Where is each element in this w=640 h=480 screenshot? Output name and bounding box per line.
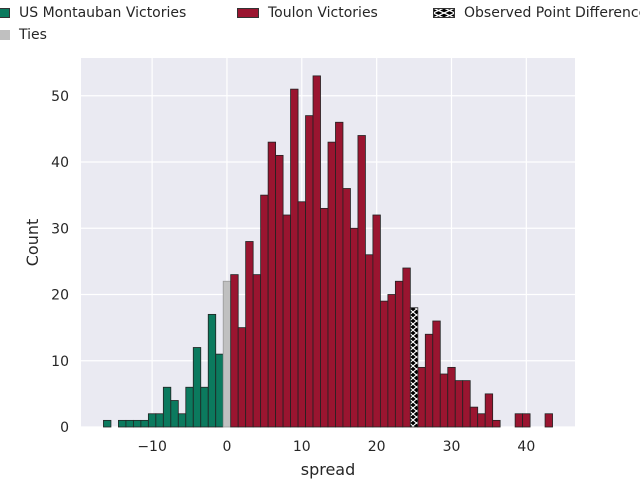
- y-tick-label: 40: [51, 155, 69, 171]
- y-tick-label: 0: [60, 420, 69, 436]
- bar-toulon: [327, 141, 336, 428]
- bar-us: [125, 419, 134, 428]
- bar-toulon: [245, 241, 254, 428]
- bar-us: [162, 386, 172, 428]
- legend-swatch-us: [0, 8, 10, 18]
- x-tick-label: −10: [137, 439, 167, 455]
- bar-toulon: [230, 274, 239, 428]
- bar-toulon: [492, 419, 501, 428]
- bar-toulon: [424, 333, 434, 428]
- y-axis-label: Count: [23, 219, 42, 267]
- bar-toulon: [522, 413, 531, 428]
- bar-us: [155, 413, 164, 428]
- legend-label-us: US Montauban Victories: [19, 5, 187, 21]
- bar-toulon: [267, 141, 277, 428]
- x-tick-label: 10: [293, 439, 311, 455]
- bar-toulon: [297, 201, 306, 428]
- bar-us: [185, 386, 194, 428]
- bar-toulon: [305, 115, 314, 428]
- bar-us: [192, 347, 202, 428]
- y-tick-label: 10: [51, 354, 69, 370]
- bar-ties: [222, 280, 232, 428]
- bar-toulon: [387, 294, 396, 428]
- bar-toulon: [514, 413, 524, 428]
- x-axis-label: spread: [301, 460, 356, 479]
- x-tick-label: 40: [517, 439, 535, 455]
- bar-toulon: [462, 380, 471, 428]
- bar-toulon: [469, 406, 479, 428]
- bar-us: [132, 419, 142, 428]
- bar-toulon: [312, 75, 321, 428]
- bar-toulon: [402, 267, 411, 428]
- bar-toulon: [260, 194, 269, 428]
- bar-toulon: [350, 227, 359, 428]
- legend-label-ties: Ties: [19, 27, 47, 43]
- bar-toulon: [447, 366, 456, 428]
- bar-toulon: [439, 373, 449, 428]
- x-axis-ticks: −10 0 10 20 30 40: [137, 439, 535, 455]
- bar-us: [147, 413, 157, 428]
- bar-toulon: [282, 214, 291, 428]
- bars: [103, 75, 553, 428]
- x-tick-label: 30: [443, 439, 461, 455]
- bar-us: [118, 419, 127, 428]
- y-tick-label: 20: [51, 288, 69, 304]
- bar-toulon: [379, 300, 389, 428]
- bar-toulon: [335, 121, 344, 428]
- y-axis-ticks: 0 10 20 30 40 50: [51, 89, 69, 436]
- x-tick-label: 0: [222, 439, 231, 455]
- legend-swatch-ties: [0, 30, 10, 40]
- legend-item-observed: Observed Point Difference: [433, 5, 640, 21]
- bar-toulon: [477, 413, 486, 428]
- legend-item-ties: Ties: [0, 27, 47, 43]
- bar-toulon: [290, 88, 299, 428]
- legend-swatch-observed: [433, 8, 455, 18]
- bar-us: [207, 313, 217, 428]
- bar-toulon: [357, 135, 366, 428]
- y-tick-label: 30: [51, 221, 69, 237]
- bar-us: [177, 413, 187, 428]
- bar-toulon: [417, 366, 426, 428]
- bar-toulon: [432, 320, 441, 428]
- bar-toulon: [372, 214, 381, 428]
- legend-label-toulon: Toulon Victories: [268, 5, 378, 21]
- bar-us: [215, 353, 224, 428]
- bar-us: [140, 419, 149, 428]
- legend-label-observed: Observed Point Difference: [464, 5, 640, 21]
- legend-item-us-victories: US Montauban Victories: [0, 5, 186, 21]
- bar-toulon: [365, 254, 374, 428]
- legend-swatch-toulon: [237, 8, 259, 18]
- bar-us: [200, 386, 209, 428]
- bar-toulon: [544, 413, 553, 428]
- bar-toulon: [252, 274, 262, 428]
- y-tick-label: 50: [51, 89, 69, 105]
- bar-toulon: [394, 280, 404, 428]
- bar-toulon: [342, 188, 351, 428]
- bar-toulon: [484, 393, 494, 428]
- bar-toulon: [320, 207, 329, 428]
- bar-us: [103, 419, 112, 428]
- x-tick-label: 20: [368, 439, 386, 455]
- bar-toulon: [454, 380, 464, 428]
- bar-us: [170, 400, 179, 428]
- bar-toulon: [275, 154, 284, 428]
- legend-item-toulon-victories: Toulon Victories: [237, 5, 378, 21]
- bar-observed: [409, 307, 419, 428]
- bar-toulon: [237, 327, 247, 428]
- legend: US Montauban Victories Toulon Victories …: [0, 0, 640, 50]
